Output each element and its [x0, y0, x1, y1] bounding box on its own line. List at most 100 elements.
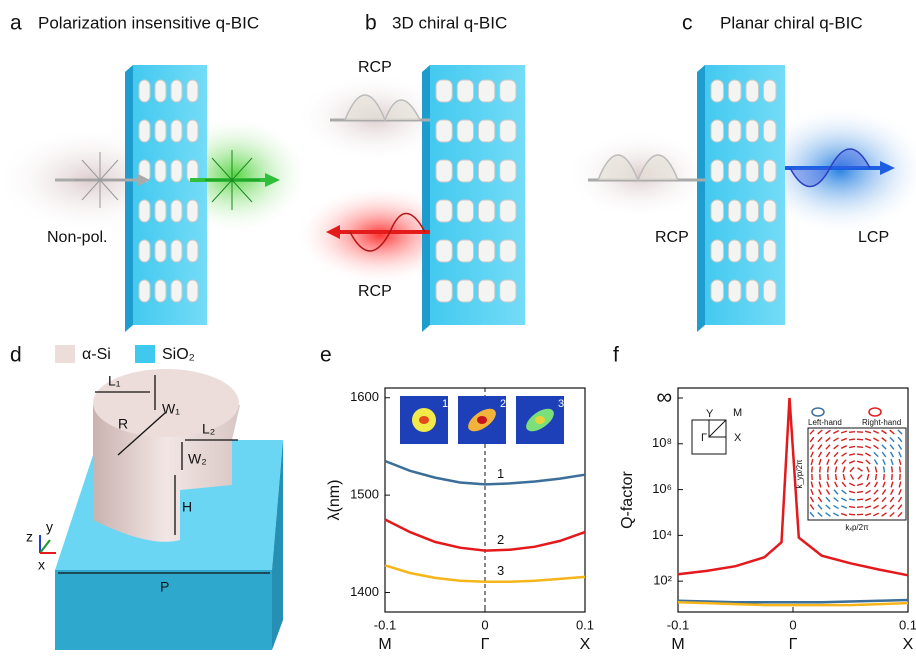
- axis-label: y: [46, 519, 53, 535]
- figure: a Polarization insensitive q-BIC Non-pol…: [0, 0, 916, 656]
- meta-atom: [155, 120, 166, 142]
- meta-atom: [479, 120, 495, 142]
- x-tick-symbol: Γ: [789, 636, 798, 653]
- brillouin-label: Γ: [701, 432, 707, 444]
- brillouin-label: M: [733, 407, 742, 419]
- meta-atom: [187, 200, 198, 222]
- polarization-dash: [876, 474, 877, 480]
- meta-atom: [711, 120, 724, 142]
- polarization-dash: [884, 474, 885, 480]
- meta-atom: [764, 240, 777, 262]
- meta-atom: [139, 200, 150, 222]
- meta-atom: [155, 80, 166, 102]
- meta-atom: [187, 80, 198, 102]
- panel-letter: f: [613, 344, 619, 367]
- x-tick-label: -0.1: [374, 617, 396, 632]
- meta-atom: [500, 200, 516, 222]
- legend-label: Right-hand: [862, 418, 901, 427]
- x-tick-label: 0: [481, 617, 488, 632]
- meta-atom: [457, 240, 473, 262]
- legend-label: α-Si: [82, 346, 111, 363]
- dimension-label: L₂: [202, 421, 215, 437]
- polarization-dash: [820, 474, 821, 480]
- meta-atom: [764, 280, 777, 302]
- meta-atom: [187, 240, 198, 262]
- y-axis-label: λ(nm): [326, 480, 343, 521]
- polarization-dash: [857, 439, 863, 440]
- beam-label: Non-pol.: [47, 229, 107, 246]
- meta-atom: [457, 80, 473, 102]
- meta-atom: [500, 160, 516, 182]
- polarization-dash: [857, 492, 863, 493]
- dimension-label: R: [118, 416, 128, 432]
- panel-letter: d: [10, 344, 22, 367]
- meta-atom: [139, 80, 150, 102]
- legend-label: SiO₂: [162, 346, 195, 363]
- slab-side: [125, 65, 133, 332]
- meta-atom: [729, 80, 742, 102]
- meta-atom: [746, 240, 759, 262]
- meta-atom: [171, 200, 182, 222]
- meta-atom: [171, 240, 182, 262]
- legend-label: Left-hand: [808, 418, 842, 427]
- meta-atom: [746, 120, 759, 142]
- meta-atom: [479, 160, 495, 182]
- meta-atom: [711, 80, 724, 102]
- polarization-dash: [828, 474, 829, 480]
- panel-title: Polarization insensitive q-BIC: [38, 13, 259, 32]
- legend-icon: [812, 408, 824, 416]
- legend-icon: [869, 408, 881, 416]
- x-tick-symbol: M: [671, 636, 684, 653]
- meta-atom: [479, 280, 495, 302]
- meta-atom: [729, 120, 742, 142]
- polarization-dash: [900, 467, 901, 473]
- x-tick-label: 0: [789, 617, 796, 632]
- inset-label: 1: [442, 398, 448, 410]
- legend-swatch: [55, 345, 75, 363]
- inset-y-label: k_yp/2π: [795, 459, 804, 489]
- meta-atom: [155, 280, 166, 302]
- meta-atom: [457, 280, 473, 302]
- meta-atom: [139, 120, 150, 142]
- meta-atom: [479, 80, 495, 102]
- meta-atom: [746, 280, 759, 302]
- dimension-label: W₂: [188, 451, 207, 467]
- inset-x-label: kₓp/2π: [845, 523, 869, 532]
- polarization-dash: [836, 474, 837, 480]
- meta-atom: [187, 120, 198, 142]
- meta-atom: [729, 280, 742, 302]
- meta-atom: [764, 80, 777, 102]
- polarization-dash: [892, 474, 893, 480]
- meta-atom: [729, 160, 742, 182]
- meta-atom: [764, 120, 777, 142]
- x-tick-label: -0.1: [667, 617, 689, 632]
- meta-atom: [457, 200, 473, 222]
- y-tick-label: 10²: [653, 573, 672, 588]
- polarization-dash: [857, 447, 863, 448]
- meta-atom: [171, 120, 182, 142]
- meta-atom: [155, 240, 166, 262]
- y-tick-label: 1400: [350, 584, 379, 599]
- polarization-dash: [849, 514, 855, 515]
- meta-atom: [711, 160, 724, 182]
- x-tick-symbol: X: [903, 636, 914, 653]
- beam-label: RCP: [655, 229, 689, 246]
- y-tick-label: ∞: [656, 384, 672, 409]
- polarization-dash: [849, 507, 855, 508]
- polarization-dash: [857, 499, 863, 500]
- meta-atom: [436, 80, 452, 102]
- polarization-dash: [884, 467, 885, 473]
- dimension-label: L₁: [108, 373, 121, 389]
- beam-label: RCP: [358, 283, 392, 300]
- x-tick-label: 0.1: [576, 617, 594, 632]
- meta-atom: [436, 240, 452, 262]
- meta-atom: [746, 80, 759, 102]
- legend-swatch: [135, 345, 155, 363]
- meta-atom: [155, 160, 166, 182]
- panel-letter: c: [682, 12, 693, 35]
- brillouin-label: X: [734, 432, 742, 444]
- meta-atom: [711, 200, 724, 222]
- meta-atom: [764, 200, 777, 222]
- meta-atom: [436, 120, 452, 142]
- polarization-dash: [849, 439, 855, 440]
